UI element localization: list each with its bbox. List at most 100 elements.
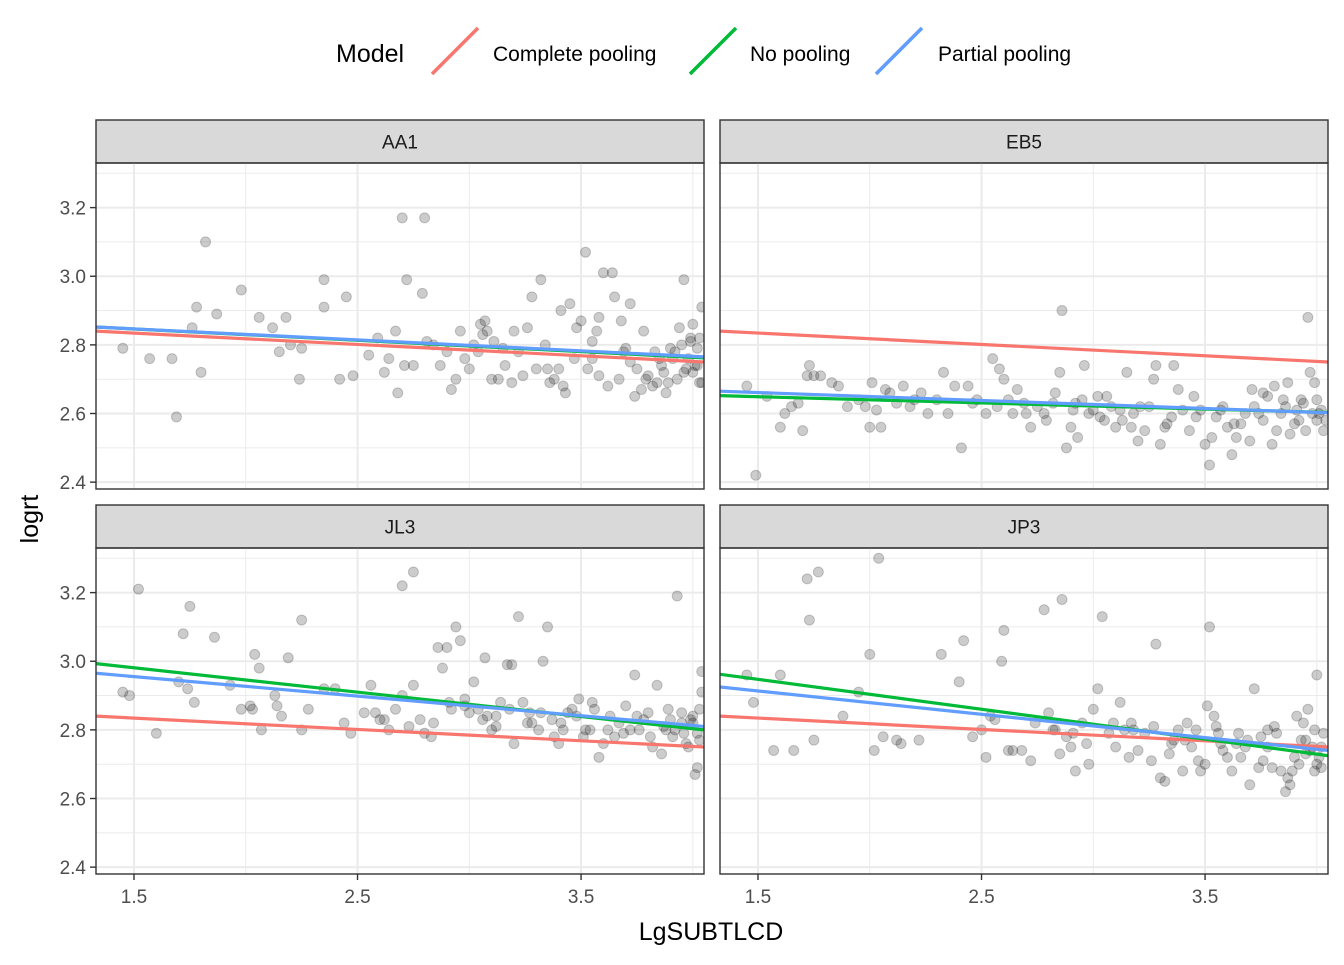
data-point [416,287,428,299]
data-point [1297,717,1309,729]
data-point [1199,758,1211,770]
data-point [774,669,786,681]
data-point [390,703,402,715]
data-point [631,363,643,375]
data-point [768,744,780,756]
data-point [468,676,480,688]
data-point [1300,425,1312,437]
data-point [1168,359,1180,371]
legend-label-complete-pooling: Complete pooling [493,43,656,66]
data-point [1054,748,1066,760]
data-point [1244,779,1256,791]
data-point [1154,438,1166,450]
data-point [671,373,683,385]
panel-strip-aa1 [95,119,705,164]
y-tick-label: 3.0 [60,267,86,288]
data-point [1078,359,1090,371]
points-jl3 [117,566,704,780]
data-point [1132,744,1144,756]
data-point [195,366,207,378]
panel-title-eb5: EB5 [1006,133,1042,154]
data-point [282,652,294,664]
data-point [506,659,518,671]
data-point [593,370,605,382]
data-point [694,377,704,389]
data-point [1210,411,1222,423]
data-point [184,600,196,612]
data-point [191,301,203,313]
data-point [235,284,247,296]
lines-jl3 [96,662,704,749]
data-point [866,377,878,389]
data-point [211,308,223,320]
panel-border-eb5 [719,162,1329,490]
data-point [530,363,542,375]
data-point [1007,744,1019,756]
data-point [832,380,844,392]
data-point [1186,741,1198,753]
data-point [1201,700,1213,712]
fit-line-partial-pooling [720,685,1328,753]
data-point [1271,727,1283,739]
data-point [801,370,813,382]
data-point [656,748,668,760]
data-point [593,751,605,763]
panel-grid-jl3 [96,548,704,874]
data-point [895,738,907,750]
data-point [638,325,650,337]
data-point [441,642,453,654]
data-point [188,696,200,708]
data-point [1206,432,1218,444]
data-point [1092,390,1104,402]
data-point [868,744,880,756]
data-point [691,342,703,354]
data-point [694,734,704,746]
legend-title: Model [336,40,404,68]
data-point [953,676,965,688]
data-point [1311,414,1323,426]
data-point [1295,734,1307,746]
data-point [235,703,247,715]
data-point [557,380,569,392]
data-point [1309,377,1321,389]
data-point [949,380,961,392]
data-point [1166,411,1178,423]
data-point [383,353,395,365]
data-point [629,669,641,681]
data-point [255,724,267,736]
data-point [687,710,699,722]
points-jp3 [741,552,1328,798]
data-point [1288,418,1300,430]
data-point [1235,418,1247,430]
data-point [1266,438,1278,450]
data-point [1293,758,1305,770]
data-point [474,318,486,330]
data-point [685,335,697,347]
data-point [253,311,265,323]
data-point [1304,366,1316,378]
data-point [808,734,820,746]
data-point [463,363,475,375]
data-point [1248,683,1260,695]
data-point [1221,421,1233,433]
x-tick-label: 1.5 [121,887,147,908]
data-point [244,700,256,712]
data-point [1040,414,1052,426]
data-point [267,322,279,334]
panel-strip-eb5 [719,119,1329,164]
data-point [559,387,571,399]
x-tick-label: 3.5 [568,887,594,908]
data-point [779,408,791,420]
data-point [1083,408,1095,420]
data-point [535,274,547,286]
data-point [741,380,753,392]
data-point [1311,669,1323,681]
y-tick-label: 2.6 [60,405,86,426]
y-tick-label: 2.6 [60,790,86,811]
data-point [166,353,178,365]
panel-strip-jl3 [95,504,705,549]
panel-grid-jp3 [720,548,1328,874]
data-point [786,401,798,413]
data-point [428,717,440,729]
